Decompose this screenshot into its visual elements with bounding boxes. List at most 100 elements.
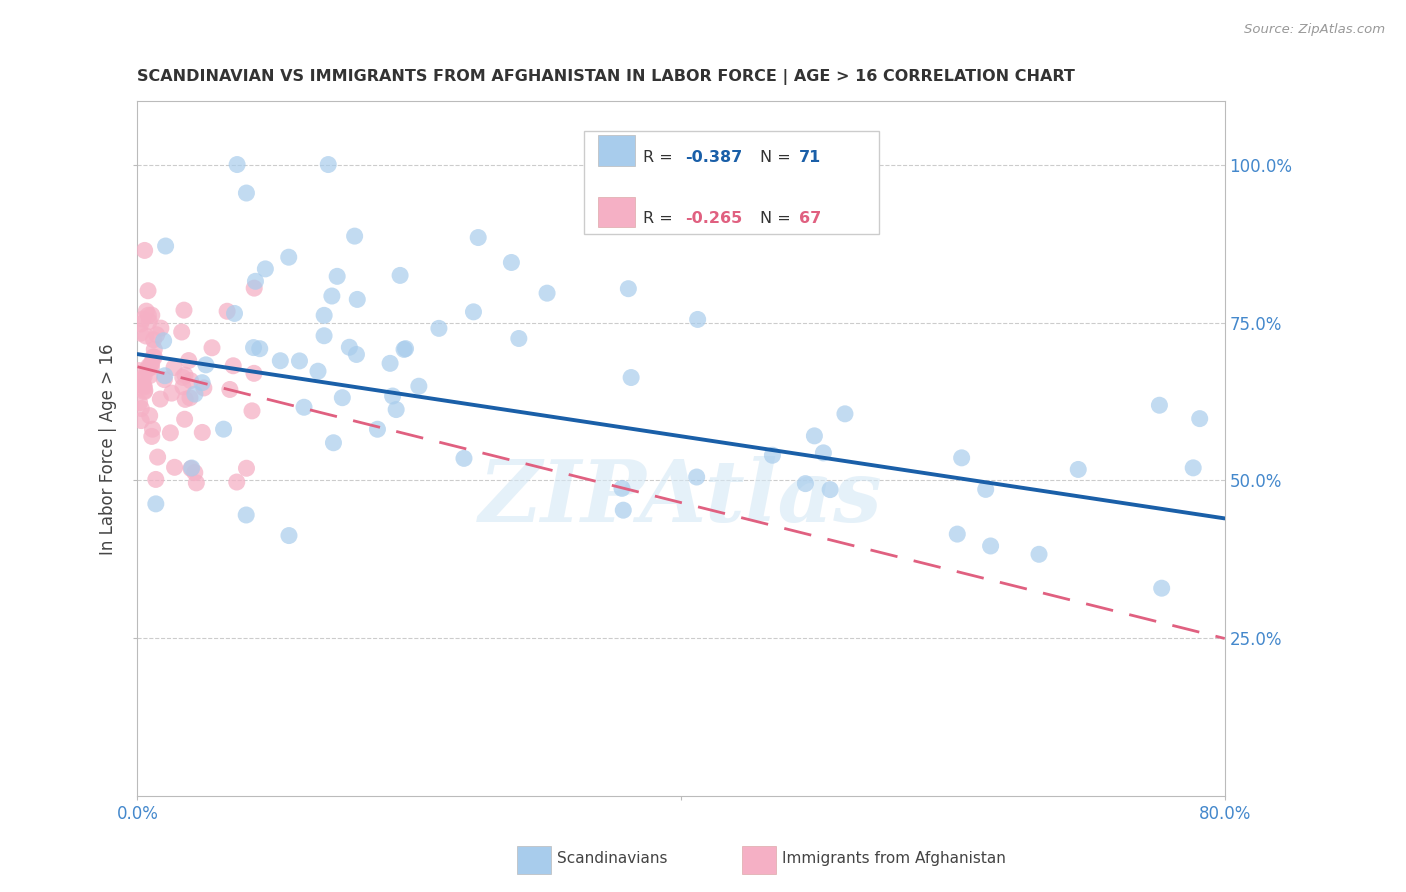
- Point: [813, 446, 835, 460]
- Point: [1182, 461, 1205, 475]
- Point: [174, 392, 197, 407]
- Point: [191, 425, 214, 440]
- Point: [620, 370, 643, 384]
- Text: 71: 71: [799, 150, 821, 165]
- Point: [193, 381, 215, 395]
- Point: [141, 429, 163, 443]
- Point: [321, 289, 343, 303]
- Point: [135, 329, 157, 343]
- Point: [184, 387, 207, 401]
- Point: [235, 508, 257, 522]
- Point: [617, 282, 640, 296]
- Point: [145, 472, 167, 486]
- Point: [142, 333, 165, 347]
- Point: [135, 304, 157, 318]
- Text: N =: N =: [759, 211, 796, 226]
- Point: [427, 321, 450, 335]
- Point: [163, 460, 186, 475]
- Point: [366, 422, 388, 436]
- Point: [138, 308, 160, 322]
- Point: [139, 358, 162, 372]
- Point: [980, 539, 1002, 553]
- Point: [180, 461, 202, 475]
- Point: [141, 356, 163, 370]
- Point: [243, 281, 266, 295]
- Point: [240, 404, 263, 418]
- Text: Scandinavians: Scandinavians: [557, 851, 668, 865]
- Point: [132, 312, 155, 326]
- Point: [254, 261, 277, 276]
- Point: [191, 376, 214, 390]
- Point: [201, 341, 224, 355]
- Point: [1149, 398, 1171, 412]
- Point: [134, 380, 156, 394]
- Point: [174, 368, 197, 383]
- Point: [131, 373, 153, 387]
- Point: [225, 475, 247, 489]
- Point: [326, 269, 349, 284]
- Text: ZIPAtlas: ZIPAtlas: [479, 456, 883, 540]
- Point: [322, 435, 344, 450]
- Point: [1150, 581, 1173, 595]
- Text: R =: R =: [644, 150, 678, 165]
- Point: [179, 391, 201, 405]
- Point: [392, 343, 415, 357]
- Point: [974, 483, 997, 497]
- Point: [132, 369, 155, 384]
- Point: [184, 466, 207, 480]
- Point: [155, 239, 177, 253]
- Point: [243, 367, 266, 381]
- Point: [803, 429, 825, 443]
- Point: [134, 384, 156, 399]
- Point: [1188, 411, 1211, 425]
- Point: [235, 461, 257, 475]
- Point: [610, 482, 633, 496]
- Point: [217, 304, 239, 318]
- Point: [138, 314, 160, 328]
- Point: [160, 386, 183, 401]
- Point: [226, 157, 249, 171]
- Point: [134, 244, 156, 258]
- Point: [131, 401, 153, 416]
- Point: [172, 370, 194, 384]
- Text: R =: R =: [644, 211, 678, 226]
- Point: [463, 305, 485, 319]
- Point: [128, 395, 150, 409]
- Point: [177, 353, 200, 368]
- Point: [312, 328, 335, 343]
- Text: SCANDINAVIAN VS IMMIGRANTS FROM AFGHANISTAN IN LABOR FORCE | AGE > 16 CORRELATIO: SCANDINAVIAN VS IMMIGRANTS FROM AFGHANIS…: [138, 69, 1076, 85]
- Point: [145, 327, 167, 342]
- Point: [149, 392, 172, 406]
- Point: [212, 422, 235, 436]
- Point: [173, 412, 195, 426]
- Point: [153, 373, 176, 387]
- Point: [249, 342, 271, 356]
- Point: [172, 380, 194, 394]
- Point: [132, 378, 155, 392]
- Point: [612, 503, 634, 517]
- Point: [536, 286, 558, 301]
- Point: [136, 284, 159, 298]
- Point: [224, 306, 246, 320]
- Point: [146, 450, 169, 464]
- Point: [136, 362, 159, 376]
- Point: [142, 350, 165, 364]
- Point: [218, 383, 240, 397]
- Point: [138, 359, 160, 374]
- Point: [330, 391, 353, 405]
- Point: [761, 448, 783, 462]
- Point: [834, 407, 856, 421]
- Point: [173, 303, 195, 318]
- Point: [501, 255, 523, 269]
- Point: [686, 470, 709, 484]
- Point: [337, 340, 360, 354]
- Y-axis label: In Labor Force | Age > 16: In Labor Force | Age > 16: [100, 343, 117, 555]
- Point: [159, 425, 181, 440]
- Point: [1067, 462, 1090, 476]
- Point: [141, 360, 163, 375]
- Point: [408, 379, 430, 393]
- Point: [245, 274, 267, 288]
- Point: [170, 325, 193, 339]
- Point: [508, 331, 530, 345]
- Point: [129, 413, 152, 427]
